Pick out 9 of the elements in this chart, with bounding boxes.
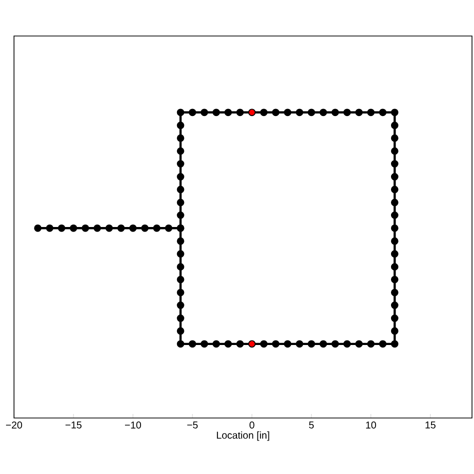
x-tick-label: 10: [366, 422, 376, 429]
x-tick-label: 5: [309, 422, 314, 428]
x-tick-label: 15: [426, 422, 436, 428]
x-tick-label: −20: [6, 422, 22, 429]
x-axis-title: Location [in]: [216, 431, 270, 441]
x-tick-label: −15: [66, 422, 82, 428]
x-tick-label: −5: [187, 422, 198, 428]
x-tick-label: 0: [250, 422, 254, 429]
x-tick-label: −10: [124, 422, 142, 429]
